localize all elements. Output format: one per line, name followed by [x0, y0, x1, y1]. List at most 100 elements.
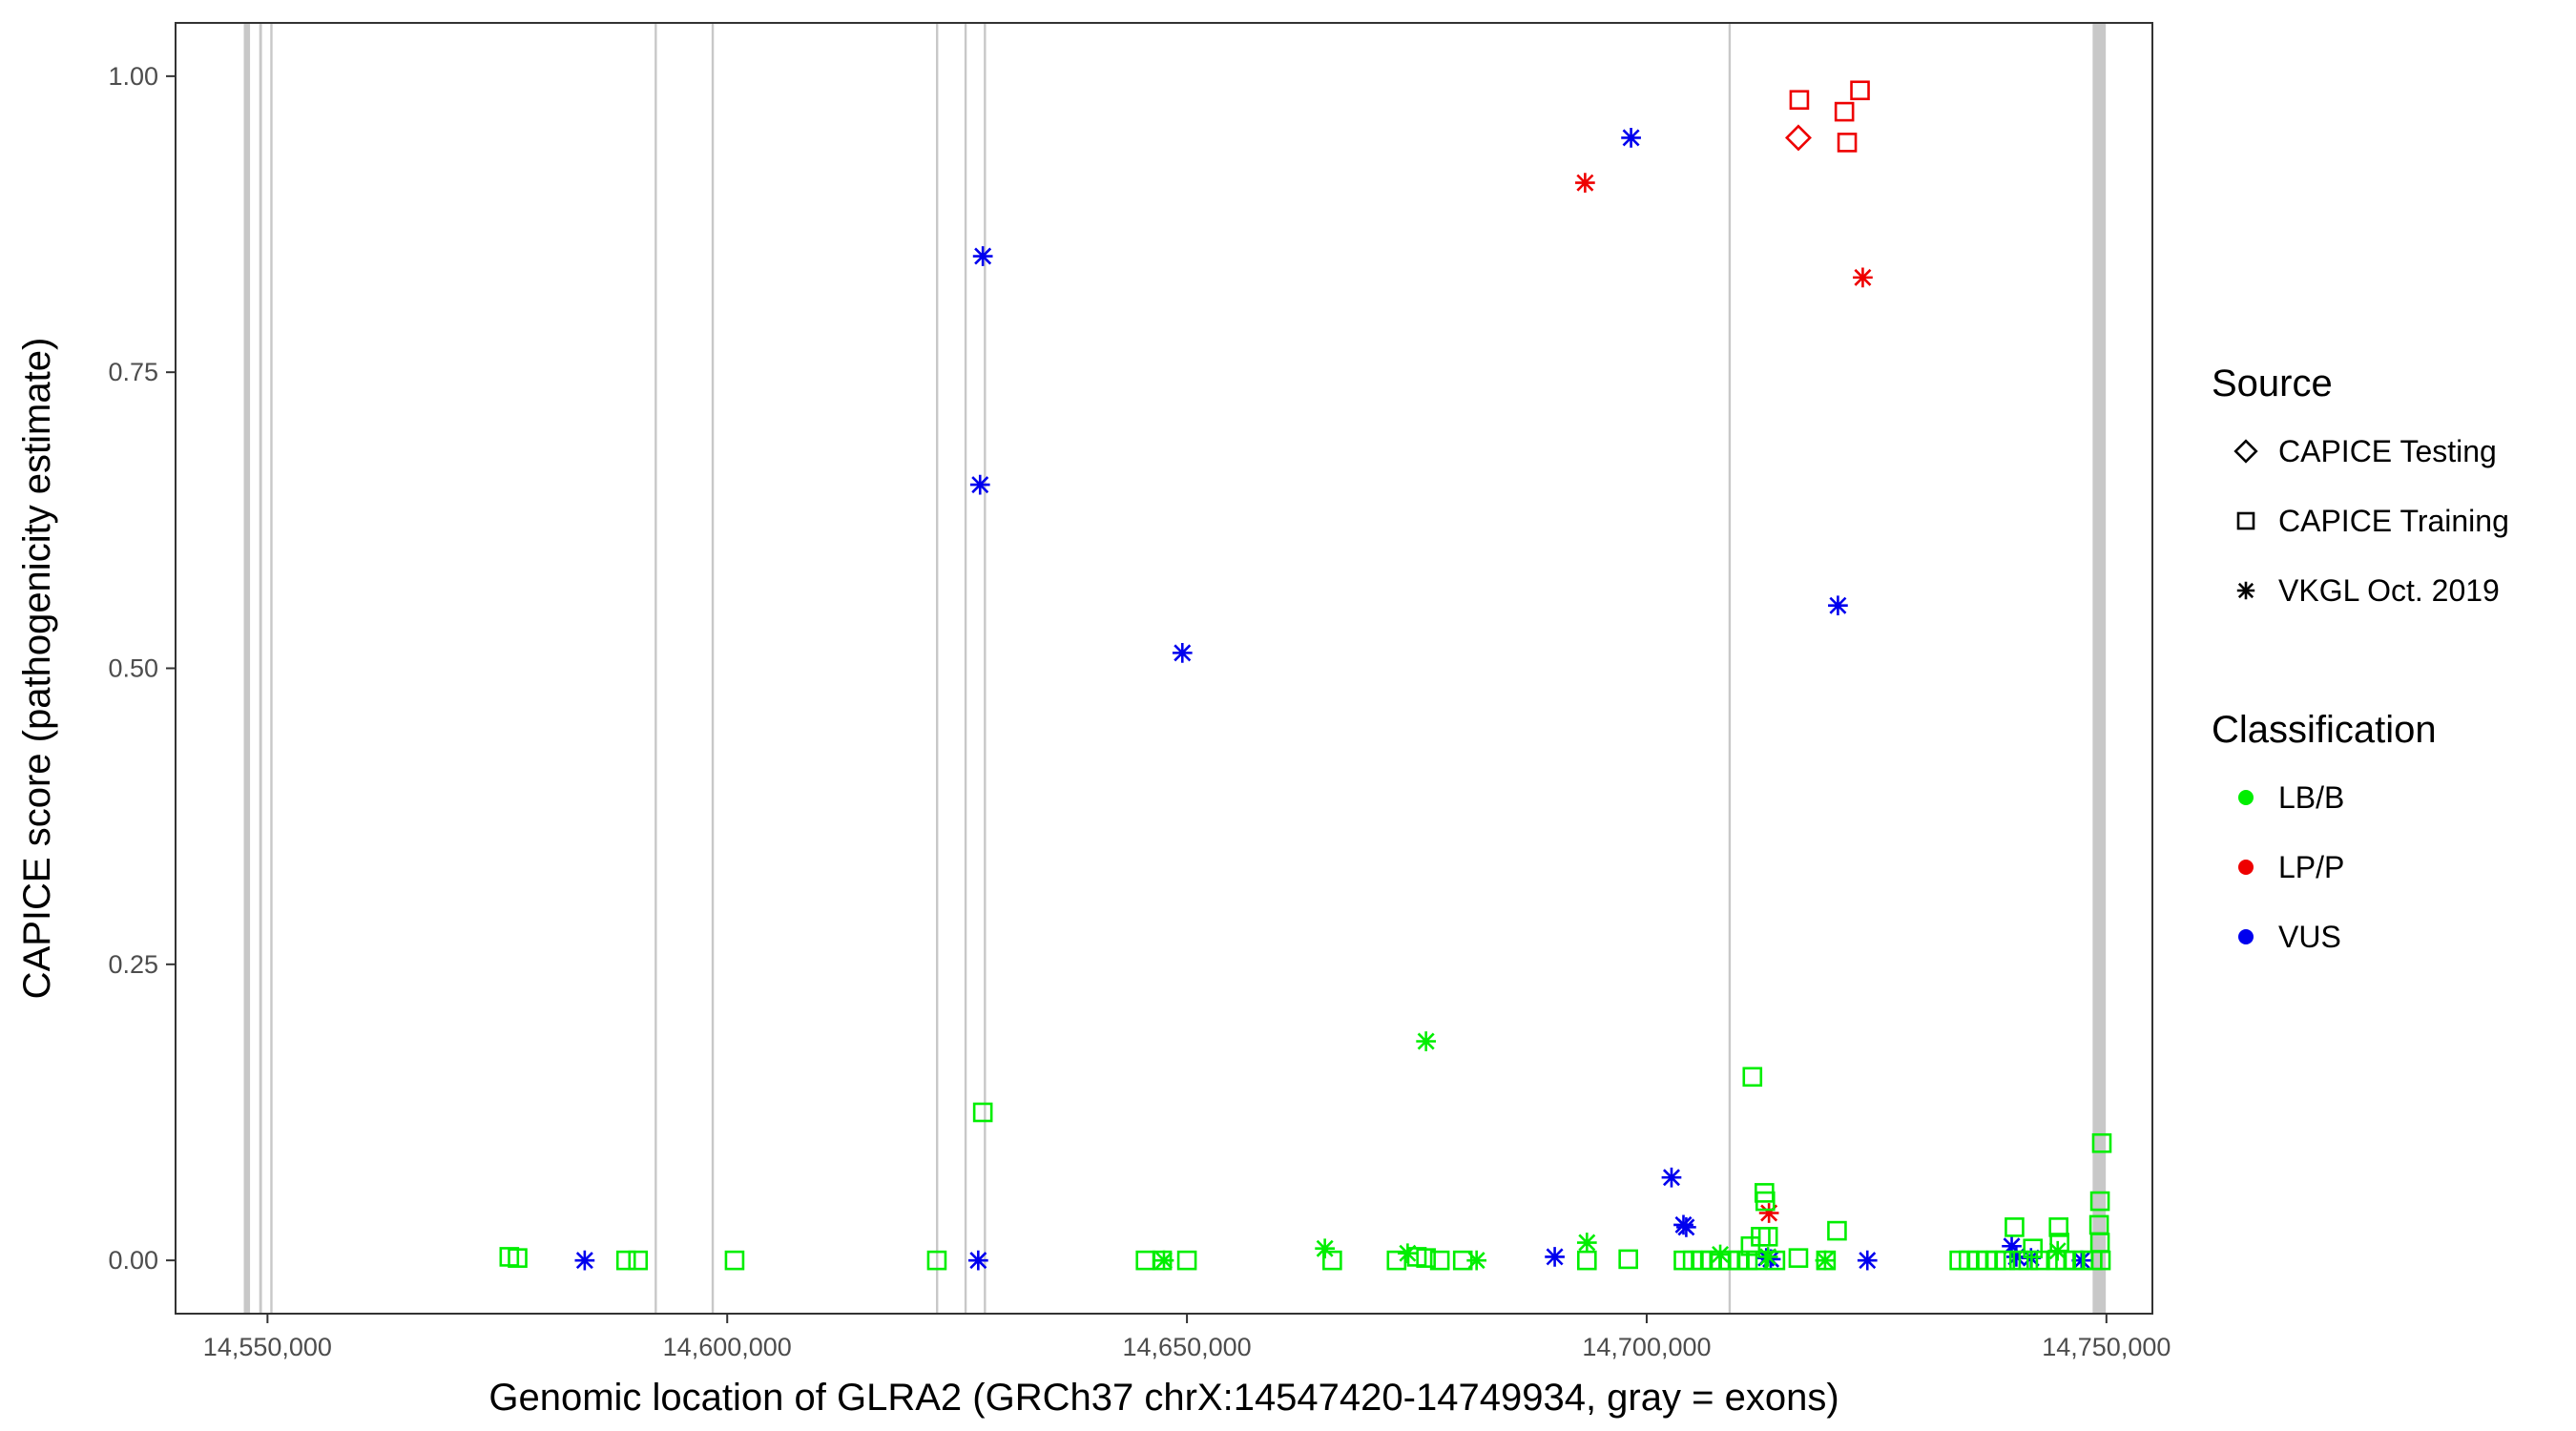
x-axis: 14,550,000 14,600,000 14,650,000 14,700,000… — [203, 1314, 2171, 1361]
data-point-square — [1618, 1249, 1638, 1270]
legend-label: VKGL Oct. 2019 — [2278, 573, 2500, 608]
exon-band — [984, 23, 987, 1314]
data-point-asterisk — [1466, 1250, 1487, 1271]
data-point-asterisk — [2006, 1247, 2026, 1267]
data-point-square — [1788, 1248, 1809, 1268]
data-point-square — [1765, 1250, 1786, 1271]
exon-band — [259, 23, 262, 1314]
data-points — [499, 80, 2112, 1271]
y-tick-label: 1.00 — [108, 62, 158, 91]
data-point-square — [1850, 80, 1870, 101]
data-point-asterisk — [1576, 1233, 1597, 1253]
data-point-asterisk — [1621, 128, 1641, 148]
data-point-asterisk — [1758, 1203, 1779, 1223]
data-point-square — [2089, 1191, 2110, 1212]
exon-band — [935, 23, 939, 1314]
legend-key-diamond — [2233, 439, 2258, 464]
data-point-asterisk — [2002, 1235, 2022, 1256]
exon-band — [964, 23, 967, 1314]
data-point-asterisk — [1676, 1217, 1696, 1237]
data-point-square — [1751, 1227, 1771, 1247]
data-point-asterisk — [969, 474, 990, 495]
x-tick-label: 14,750,000 — [2042, 1333, 2171, 1361]
legend: Source CAPICE Testing CAPICE Training VKGL … — [2212, 363, 2509, 954]
y-tick-label: 0.25 — [108, 950, 158, 979]
data-point-square — [1416, 1248, 1436, 1268]
data-point-square — [1429, 1250, 1450, 1271]
x-tick-label: 14,600,000 — [663, 1333, 792, 1361]
x-tick-label: 14,700,000 — [1582, 1333, 1711, 1361]
legend-title: Classification — [2212, 709, 2437, 751]
x-axis-title: Genomic location of GLRA2 (GRCh37 chrX:1… — [488, 1377, 1839, 1419]
data-point-square — [1176, 1250, 1197, 1271]
data-point-square — [926, 1250, 947, 1271]
data-point-square — [508, 1248, 528, 1268]
legend-key-dot — [2238, 790, 2254, 805]
data-point-square — [1742, 1067, 1763, 1088]
y-tick-label: 0.50 — [108, 654, 158, 683]
data-point-square — [615, 1250, 636, 1271]
legend-label: CAPICE Training — [2278, 504, 2509, 538]
data-point-square — [2030, 1250, 2050, 1271]
data-point-asterisk — [1172, 643, 1193, 663]
data-point-square — [724, 1250, 745, 1271]
data-point-square — [1452, 1250, 1473, 1271]
data-point-square — [1837, 133, 1858, 153]
data-point-square — [2048, 1217, 2069, 1237]
y-axis-title: CAPICE score (pathogenicity estimate) — [16, 338, 58, 1000]
legend-key-dot — [2238, 860, 2254, 875]
data-point-asterisk — [1815, 1250, 1836, 1271]
data-point-asterisk — [1315, 1238, 1335, 1259]
data-point-asterisk — [1153, 1250, 1174, 1271]
exon-band — [1728, 23, 1732, 1314]
legend-key-dot — [2238, 929, 2254, 944]
data-point-asterisk — [574, 1250, 595, 1271]
exon-band — [270, 23, 273, 1314]
data-point-square — [1789, 90, 1810, 110]
legend-key-asterisk — [2236, 581, 2255, 600]
data-point-asterisk — [972, 246, 993, 266]
data-point-square — [1386, 1250, 1407, 1271]
data-point-asterisk — [1828, 595, 1848, 616]
exon-band — [243, 23, 251, 1314]
legend-title: Source — [2212, 363, 2333, 404]
exon-band — [711, 23, 715, 1314]
data-point-square — [1135, 1250, 1156, 1271]
data-point-square — [1995, 1250, 2016, 1271]
plot-panel-border — [175, 22, 2153, 1315]
data-point-square — [2018, 1250, 2039, 1271]
x-tick-label: 14,650,000 — [1123, 1333, 1252, 1361]
data-point-asterisk — [1416, 1031, 1437, 1051]
data-point-asterisk — [1661, 1167, 1682, 1188]
exon-bands — [243, 23, 2107, 1314]
data-point-square — [1755, 1191, 1776, 1212]
data-point-square — [1834, 101, 1855, 122]
data-point-square — [1827, 1220, 1847, 1241]
legend-key-square — [2236, 511, 2255, 530]
data-point-square — [1152, 1250, 1173, 1271]
data-point-diamond — [1784, 124, 1812, 152]
data-point-square — [972, 1102, 993, 1123]
data-point-asterisk — [1853, 267, 1873, 288]
y-tick-label: 0.75 — [108, 358, 158, 386]
x-tick-label: 14,550,000 — [203, 1333, 332, 1361]
exon-band — [654, 23, 657, 1314]
data-point-square — [2005, 1217, 2025, 1237]
data-point-square — [2090, 1250, 2111, 1271]
data-point-asterisk — [1857, 1250, 1878, 1271]
legend-label: LP/P — [2278, 850, 2344, 884]
exon-band — [2092, 23, 2107, 1314]
legend-label: VUS — [2278, 920, 2341, 954]
legend-label: LB/B — [2278, 780, 2344, 815]
data-point-square — [1322, 1250, 1342, 1271]
data-point-square — [628, 1250, 649, 1271]
data-point-asterisk — [967, 1250, 988, 1271]
y-tick-label: 0.00 — [108, 1246, 158, 1275]
data-point-asterisk — [1545, 1247, 1565, 1267]
data-point-square — [1577, 1250, 1597, 1271]
legend-label: CAPICE Testing — [2278, 434, 2497, 468]
data-point-square — [2091, 1132, 2112, 1153]
data-point-square — [1816, 1250, 1837, 1271]
y-axis: 0.00 0.25 0.50 0.75 1.00 — [108, 62, 176, 1275]
